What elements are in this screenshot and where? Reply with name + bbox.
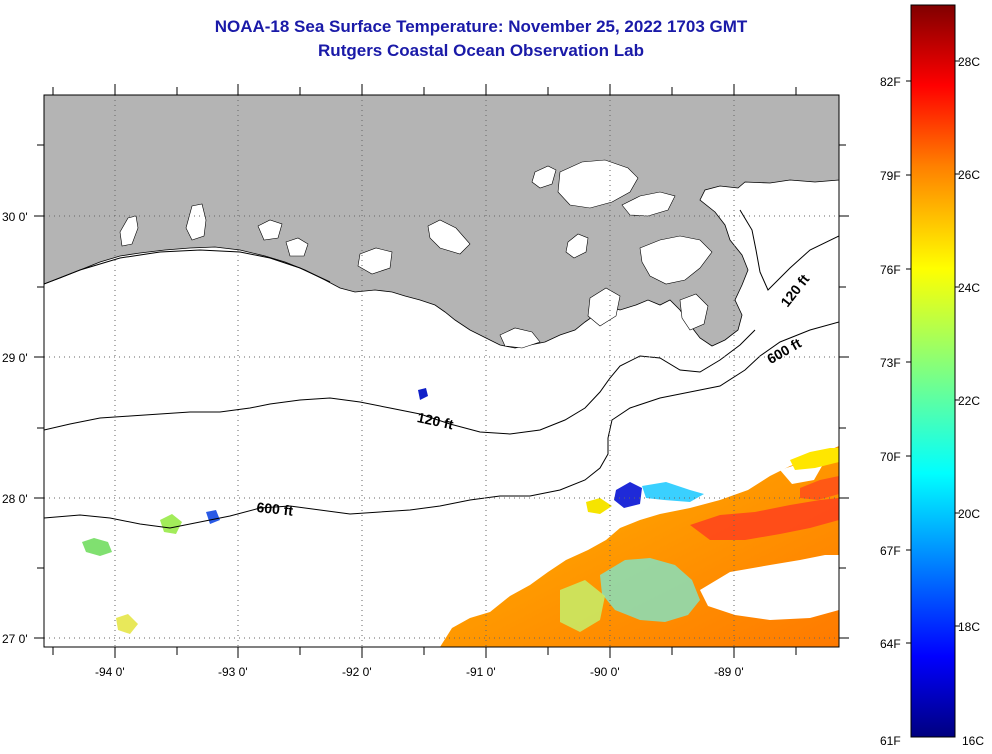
lake [119, 215, 139, 247]
colorbar-f-label: 61F [880, 734, 901, 748]
sst-warm-patch [800, 476, 839, 500]
sst-cyan-patch [642, 482, 704, 502]
lake [285, 237, 309, 257]
colorbar: 82F 79F 76F 73F 70F 67F 64F 61F 28C 26C … [880, 4, 984, 748]
sst-cool-core [600, 558, 700, 622]
sst-yellow-patch [790, 448, 839, 470]
lake [621, 191, 676, 217]
sst-yellow-patch [586, 498, 612, 514]
sst-yellow-patch [116, 614, 138, 634]
contour-600ft [44, 321, 839, 529]
lon-label: -91 0' [466, 665, 496, 679]
colorbar-f-label: 82F [880, 75, 901, 89]
lon-label: -93 0' [218, 665, 248, 679]
contour-inner [44, 249, 331, 285]
marsh [587, 287, 621, 327]
colorbar-f-label: 73F [880, 356, 901, 370]
map-area: 120 ft 600 ft 120 ft 600 ft [44, 95, 839, 647]
colorbar-c-label: 20C [958, 507, 980, 521]
lat-lon-grid [44, 95, 839, 647]
contour-120ft-east [739, 209, 839, 291]
marsh [679, 293, 709, 331]
lat-label: 28 0' [2, 492, 28, 506]
contour-120ft-west [44, 329, 756, 435]
map-frame [43, 94, 840, 648]
colorbar-f-label: 64F [880, 637, 901, 651]
colorbar-c-label: 22C [958, 394, 980, 408]
lake [531, 165, 557, 189]
colorbar-gradient [910, 4, 956, 738]
sst-green-patch [160, 514, 182, 534]
colorbar-c-label: 18C [958, 620, 980, 634]
colorbar-c-label: 16C [962, 734, 984, 748]
colorbar-f-label: 70F [880, 450, 901, 464]
lon-label: -94 0' [95, 665, 125, 679]
lake [257, 219, 283, 241]
sst-green-patch [82, 538, 112, 556]
axis-ticks [34, 84, 849, 658]
lat-label: 27 0' [2, 632, 28, 646]
marsh [499, 327, 541, 349]
lat-label: 29 0' [2, 351, 28, 365]
colorbar-f-label: 76F [880, 263, 901, 277]
colorbar-f-label: 79F [880, 169, 901, 183]
colorbar-c-label: 26C [958, 168, 980, 182]
lake [557, 159, 639, 209]
map-title: NOAA-18 Sea Surface Temperature: Novembe… [214, 17, 748, 36]
lat-label: 30 0' [2, 210, 28, 224]
sst-warm-patch [690, 498, 839, 540]
sst-blue-patch [418, 388, 428, 400]
colorbar-f-label: 67F [880, 544, 901, 558]
sst-cool-core [560, 580, 605, 632]
marsh [639, 235, 713, 285]
lon-label: -89 0' [714, 665, 744, 679]
lake [565, 233, 589, 259]
map-subtitle: Rutgers Coastal Ocean Observation Lab [318, 41, 644, 60]
sst-blue-patch [614, 482, 642, 508]
contour-label: 600 ft [256, 499, 294, 519]
lake [185, 203, 207, 241]
lon-label: -90 0' [590, 665, 620, 679]
sst-cloud-gap [700, 555, 839, 620]
lake [427, 219, 471, 255]
contour-label: 120 ft [416, 409, 455, 432]
lake [357, 247, 393, 275]
colorbar-c-label: 28C [958, 55, 980, 69]
colorbar-c-label: 24C [958, 281, 980, 295]
lon-label: -92 0' [342, 665, 372, 679]
